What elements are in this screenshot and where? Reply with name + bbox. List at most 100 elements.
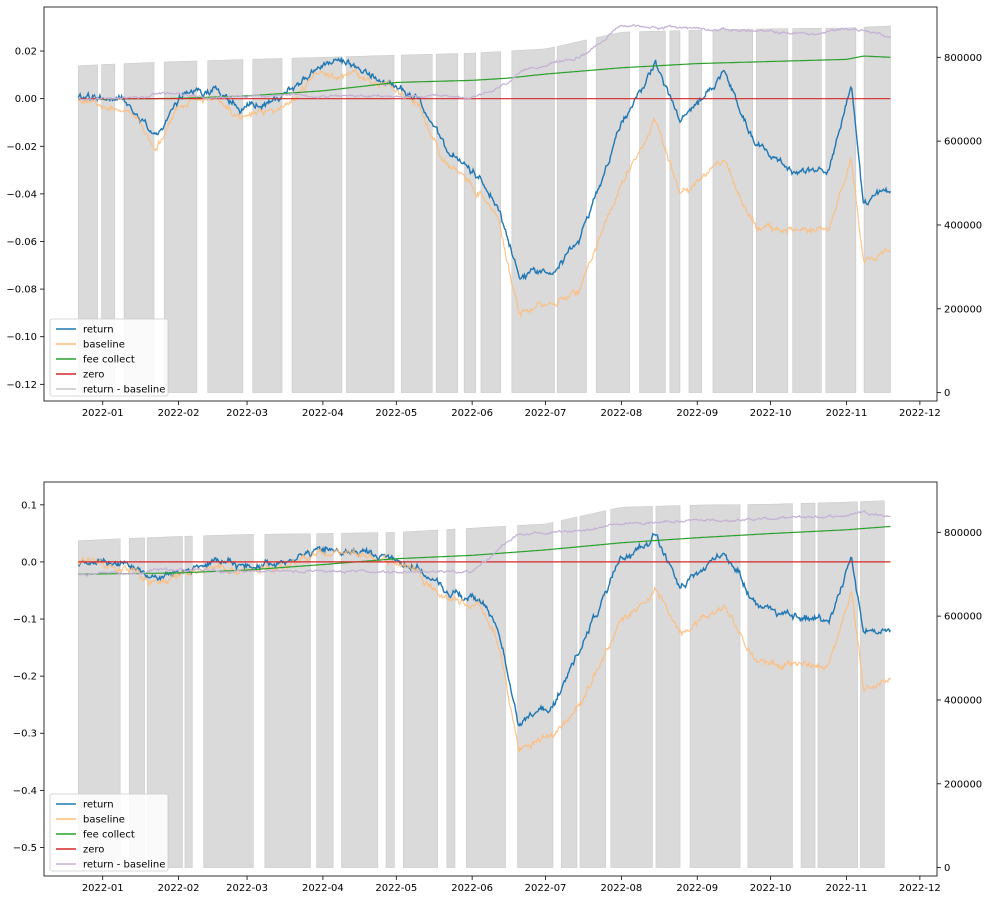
fill-band xyxy=(556,39,587,393)
y-right-tick-label: 400000 xyxy=(944,220,982,231)
fill-band xyxy=(756,28,789,393)
y-left-tick-label: 0.1 xyxy=(21,500,37,511)
y-right-tick-label: 0 xyxy=(944,388,950,399)
fill-band xyxy=(712,28,753,393)
y-right-tick-label: 200000 xyxy=(944,779,982,790)
y-right-tick-label: 200000 xyxy=(944,304,982,315)
legend-label: return xyxy=(83,325,114,336)
fill-band xyxy=(436,53,458,393)
fill-band xyxy=(669,30,681,393)
fill-band xyxy=(579,510,606,868)
series-line-return xyxy=(77,532,892,727)
x-tick-label: 2022-06 xyxy=(451,883,493,894)
x-tick-label: 2022-09 xyxy=(676,883,718,894)
legend-label: return - baseline xyxy=(83,385,165,396)
plot-frame xyxy=(43,6,938,402)
y-left-tick-label: 0.02 xyxy=(15,47,37,58)
fill-band xyxy=(346,55,395,393)
y-right-tick-label: 600000 xyxy=(944,612,982,623)
return-baseline-fill xyxy=(78,500,885,868)
x-tick-label: 2022-05 xyxy=(375,408,417,419)
return-baseline-fill xyxy=(78,25,891,393)
fill-band xyxy=(446,528,456,868)
y-right-tick-label: 800000 xyxy=(944,53,982,64)
x-tick-label: 2022-07 xyxy=(525,408,567,419)
fill-band xyxy=(184,535,193,868)
y-left-tick-label: 0.00 xyxy=(15,94,37,105)
fill-band xyxy=(401,53,433,393)
x-tick-label: 2022-04 xyxy=(302,883,344,894)
fill-band xyxy=(203,534,254,868)
y-left-tick-label: −0.04 xyxy=(6,189,37,200)
y-left-tick-label: −0.3 xyxy=(13,729,37,740)
series-line-return-baseline xyxy=(78,510,891,578)
fill-band xyxy=(341,532,379,868)
legend-label: baseline xyxy=(83,815,125,826)
x-tick-label: 2022-01 xyxy=(82,883,124,894)
legend-label: return xyxy=(83,800,114,811)
x-tick-label: 2022-09 xyxy=(676,408,718,419)
x-tick-label: 2022-04 xyxy=(302,408,344,419)
y-right-tick-label: 800000 xyxy=(944,528,982,539)
fill-band xyxy=(264,533,311,868)
y-right-tick-label: 0 xyxy=(944,863,950,874)
fill-band xyxy=(817,501,858,868)
y-left-tick-label: −0.10 xyxy=(6,332,37,343)
legend: return baseline fee collect zero return - ba… xyxy=(49,318,169,397)
fill-band xyxy=(800,502,816,868)
x-tick-label: 2022-07 xyxy=(525,883,567,894)
fill-band xyxy=(863,25,891,393)
plot-frame xyxy=(43,481,938,877)
fill-band xyxy=(291,56,343,393)
chart-panel-bottom: 2022-01 2022-02 2022-03 2022-04 2022-05 2022-… xyxy=(13,481,982,894)
series-line-return-baseline xyxy=(77,24,891,102)
y-left-tick-label: −0.1 xyxy=(13,615,37,626)
x-tick-label: 2022-06 xyxy=(451,408,493,419)
x-tick-label: 2022-10 xyxy=(750,883,792,894)
x-tick-label: 2022-08 xyxy=(600,408,642,419)
x-tick-label: 2022-02 xyxy=(158,883,200,894)
fill-band xyxy=(689,504,741,868)
legend-label: baseline xyxy=(83,340,125,351)
legend-label: fee collect xyxy=(83,830,135,841)
y-left-tick-label: 0.0 xyxy=(21,557,37,568)
fill-band xyxy=(688,29,702,393)
legend-label: return - baseline xyxy=(83,860,165,871)
fill-band xyxy=(825,27,857,393)
x-tick-label: 2022-03 xyxy=(226,408,268,419)
y-left-tick-label: −0.5 xyxy=(13,843,37,854)
legend-box xyxy=(49,318,169,397)
fill-band xyxy=(385,532,395,868)
fill-band xyxy=(403,529,438,868)
legend-label: zero xyxy=(83,845,104,856)
x-tick-label: 2022-12 xyxy=(899,408,941,419)
y-left-tick-label: −0.12 xyxy=(6,380,37,391)
fill-band xyxy=(792,27,822,393)
fill-band xyxy=(517,522,554,868)
x-tick-label: 2022-05 xyxy=(375,883,417,894)
fill-band xyxy=(163,60,198,393)
legend-box xyxy=(49,793,169,872)
x-tick-label: 2022-02 xyxy=(158,408,200,419)
y-left-tick-label: −0.02 xyxy=(6,142,37,153)
legend-label: fee collect xyxy=(83,355,135,366)
y-left-tick-label: −0.08 xyxy=(6,285,37,296)
legend-label: zero xyxy=(83,370,104,381)
y-left-tick-label: −0.06 xyxy=(6,237,37,248)
series-line-baseline xyxy=(77,546,892,752)
x-tick-label: 2022-08 xyxy=(600,883,642,894)
x-tick-label: 2022-10 xyxy=(750,408,792,419)
series-line-fee-collect xyxy=(78,525,891,575)
fill-band xyxy=(207,59,244,393)
fill-band xyxy=(463,52,476,393)
y-left-tick-label: −0.2 xyxy=(13,672,37,683)
x-tick-label: 2022-11 xyxy=(826,408,868,419)
fill-band xyxy=(316,533,334,868)
fill-band xyxy=(252,58,283,393)
fill-band xyxy=(860,500,885,868)
y-left-tick-label: −0.4 xyxy=(13,786,37,797)
fill-band xyxy=(480,51,501,393)
legend: return baseline fee collect zero return - ba… xyxy=(49,793,169,872)
y-right-tick-label: 400000 xyxy=(944,695,982,706)
